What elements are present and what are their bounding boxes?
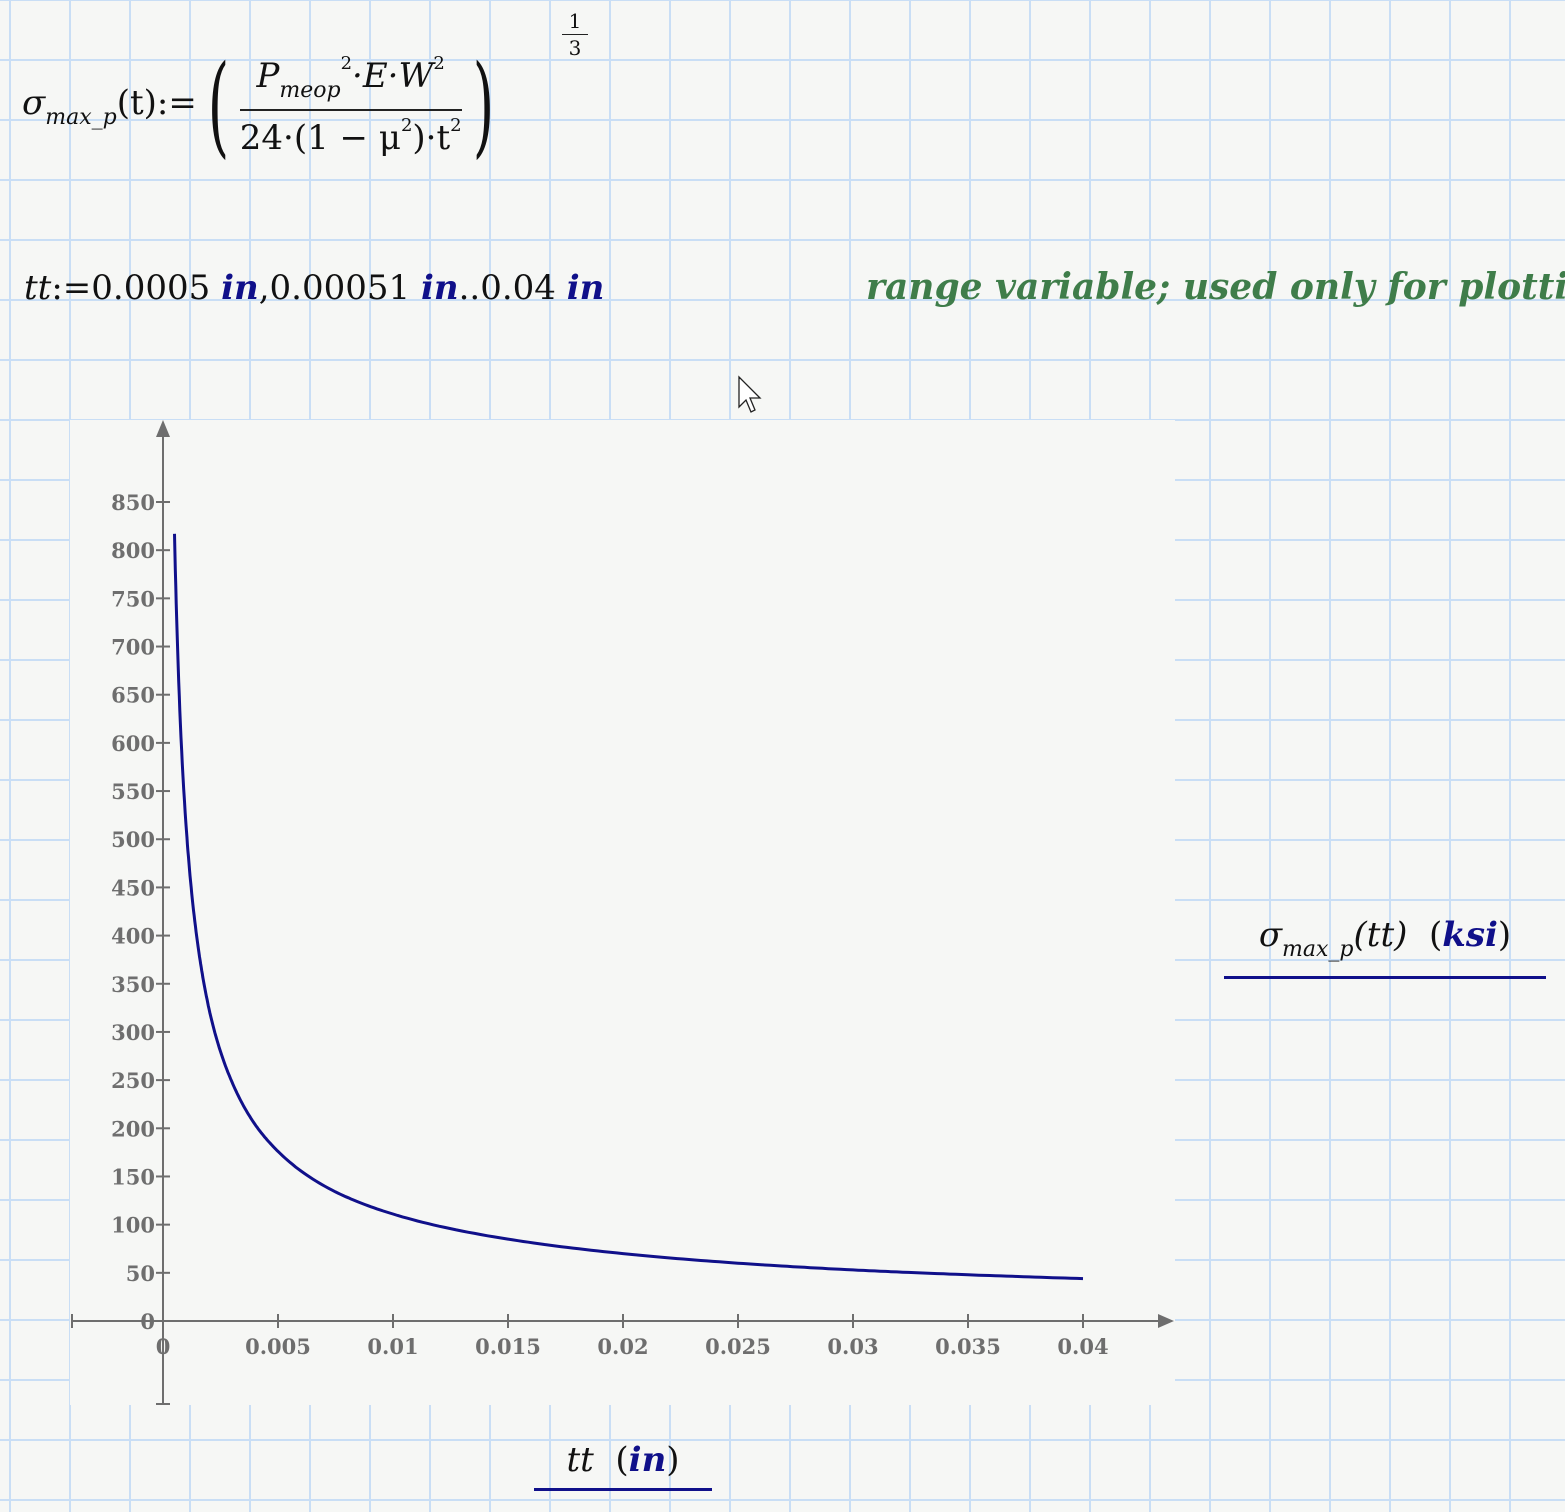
x-tick-label: 0.015 [475,1334,541,1359]
y-tick-label: 200 [111,1116,155,1141]
left-paren: ( [207,41,230,169]
comment-text[interactable]: range variable; used only for plotting. [866,266,1565,308]
range-end: 0.04 [480,268,556,308]
x-tick-label: 0.035 [935,1334,1001,1359]
y-tick-label: 700 [111,635,155,660]
y-tick-label: 550 [111,779,155,804]
xy-plot[interactable]: 0 0.005 0.01 0.015 0.02 0.025 0.03 0.035 0.04 0 50… [70,420,1175,1405]
y-axis-arrow-icon [156,420,170,437]
x-tick-label: 0.025 [705,1334,771,1359]
series-line [173,533,1084,1281]
y-tick-label: 300 [111,1020,155,1045]
x-axis-arrow-icon [1158,1314,1174,1328]
x-tick-label: 0.04 [1057,1334,1108,1359]
y-tick-label: 100 [111,1213,155,1238]
y-tick-label: 500 [111,827,155,852]
separator: , [258,268,270,308]
y-tick-label: 650 [111,683,155,708]
y-tick-label: 750 [111,586,155,611]
range-step: 0.00051 [269,268,411,308]
x-tick-label: 0.03 [827,1334,878,1359]
range-start: 0.0005 [91,268,211,308]
mouse-cursor-icon [738,375,762,413]
right-paren: ) [472,41,494,169]
range-dots: .. [458,268,481,308]
y-tick-label: 850 [111,490,155,515]
numerator: Pmeop2·E·W2 [239,53,462,111]
denominator: 24·(1 − μ2)·t2 [239,114,462,158]
y-axis-expression[interactable]: σmax_p(tt) (ksi) [1224,915,1546,979]
assign-operator: := [156,83,197,123]
y-tick-label: 400 [111,924,155,949]
plot-canvas: 0 0.005 0.01 0.015 0.02 0.025 0.03 0.035 0.04 0 50… [71,420,1174,1405]
sigma-max-definition[interactable]: σmax_p(t):=( Pmeop2·E·W2 24·(1 − μ2)·t2 … [22,10,588,180]
unit: in [420,268,459,308]
y-tick-label: 450 [111,875,155,900]
x-axis-expression[interactable]: tt (in) [534,1440,712,1491]
y-tick-label: 50 [126,1261,155,1286]
function-arg: (t) [116,83,157,123]
x-tick-label: 0 [156,1334,171,1359]
y-tick-label: 800 [111,538,155,563]
y-tick-label: 250 [111,1068,155,1093]
y-tick-label: 0 [140,1309,155,1334]
x-tick-label: 0.01 [367,1334,418,1359]
range-variable-definition[interactable]: tt:=0.0005 in,0.00051 in..0.04 in [24,268,604,308]
y-tick-label: 150 [111,1164,155,1189]
x-tick-label: 0.005 [245,1334,311,1359]
sigma-symbol: σ [22,83,46,123]
range-var: tt [24,268,52,308]
unit: in [566,268,605,308]
unit: in [221,268,259,308]
sigma-subscript: max_p [45,105,117,130]
fraction: Pmeop2·E·W2 24·(1 − μ2)·t2 [239,53,462,158]
y-tick-label: 350 [111,972,155,997]
y-tick-label: 600 [111,731,155,756]
x-tick-label: 0.02 [597,1334,648,1359]
assign-operator: := [51,268,92,308]
